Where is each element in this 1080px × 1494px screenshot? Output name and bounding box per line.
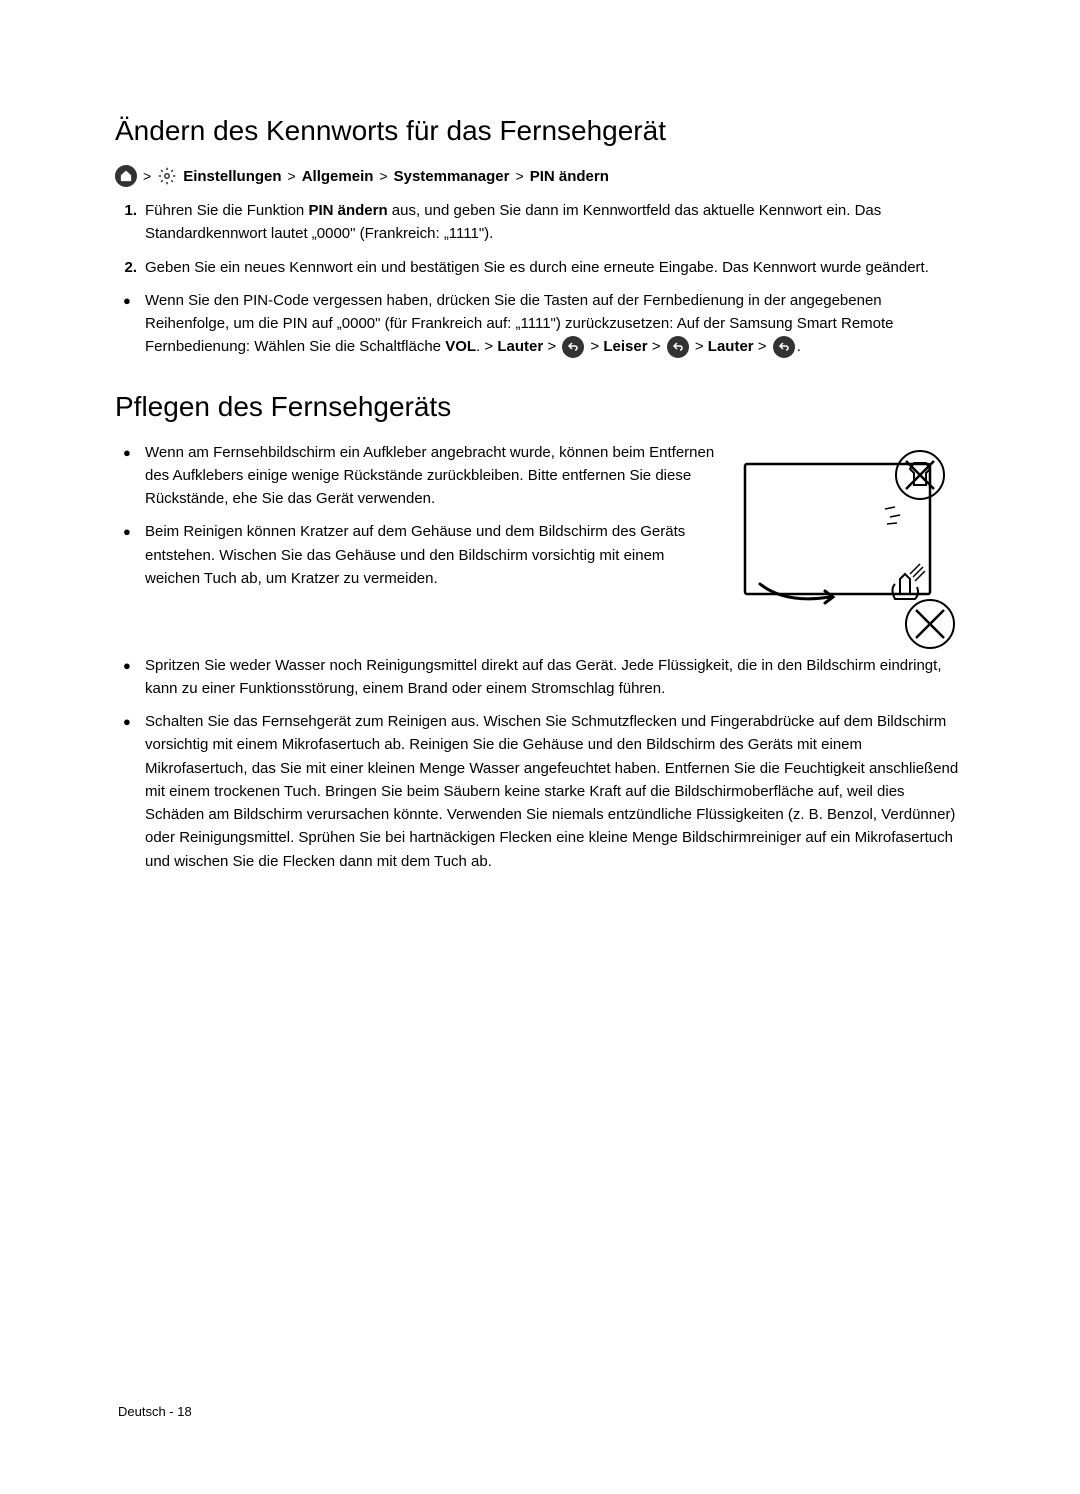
- bullet-icon: ●: [123, 520, 133, 590]
- bullet-list-care-wide: ● Spritzen Sie weder Wasser noch Reinigu…: [115, 654, 965, 873]
- page-footer: Deutsch - 18: [118, 1404, 192, 1419]
- breadcrumb-separator: >: [288, 168, 296, 184]
- bullet-list-care-narrow: ● Wenn am Fernsehbildschirm ein Aufklebe…: [115, 441, 715, 591]
- bullet-icon: ●: [123, 710, 133, 873]
- step-item: 2. Geben Sie ein neues Kennwort ein und …: [115, 256, 965, 279]
- back-icon: [562, 336, 584, 358]
- breadcrumb-separator: >: [379, 168, 387, 184]
- numbered-steps: 1. Führen Sie die Funktion PIN ändern au…: [115, 199, 965, 279]
- gear-icon: [157, 166, 177, 186]
- breadcrumb-item-sysmgr: Systemmanager: [394, 168, 510, 185]
- step-text: Geben Sie ein neues Kennwort ein und bes…: [145, 256, 965, 279]
- bullet-text: Wenn am Fernsehbildschirm ein Aufkleber …: [145, 441, 715, 511]
- back-icon: [667, 336, 689, 358]
- bullet-text: Beim Reinigen können Kratzer auf dem Geh…: [145, 520, 715, 590]
- list-item: ● Spritzen Sie weder Wasser noch Reinigu…: [123, 654, 965, 701]
- step-text: Führen Sie die Funktion PIN ändern aus, …: [145, 199, 965, 246]
- bullet-icon: ●: [123, 441, 133, 511]
- breadcrumb: > Einstellungen > Allgemein > Systemmana…: [115, 165, 965, 187]
- back-icon: [773, 336, 795, 358]
- bullet-text: Wenn Sie den PIN-Code vergessen haben, d…: [145, 289, 965, 359]
- bullet-list-pin: ● Wenn Sie den PIN-Code vergessen haben,…: [115, 289, 965, 359]
- breadcrumb-item-general: Allgemein: [302, 168, 374, 185]
- breadcrumb-separator: >: [516, 168, 524, 184]
- breadcrumb-item-pin: PIN ändern: [530, 168, 609, 185]
- bullet-text: Schalten Sie das Fernsehgerät zum Reinig…: [145, 710, 965, 873]
- list-item: ● Wenn Sie den PIN-Code vergessen haben,…: [123, 289, 965, 359]
- step-item: 1. Führen Sie die Funktion PIN ändern au…: [115, 199, 965, 246]
- bullet-icon: ●: [123, 654, 133, 701]
- list-item: ● Beim Reinigen können Kratzer auf dem G…: [123, 520, 715, 590]
- step-number: 1.: [115, 199, 137, 246]
- list-item: ● Wenn am Fernsehbildschirm ein Aufklebe…: [123, 441, 715, 511]
- section-title-care: Pflegen des Fernsehgeräts: [115, 391, 965, 423]
- bullet-icon: ●: [123, 289, 133, 359]
- section-title-password: Ändern des Kennworts für das Fernsehgerä…: [115, 115, 965, 147]
- step-number: 2.: [115, 256, 137, 279]
- breadcrumb-item-settings: Einstellungen: [183, 168, 281, 185]
- home-icon: [115, 165, 137, 187]
- breadcrumb-separator: >: [143, 168, 151, 184]
- list-item: ● Schalten Sie das Fernsehgerät zum Rein…: [123, 710, 965, 873]
- spray-illustration: [735, 441, 965, 654]
- care-section: ● Wenn am Fernsehbildschirm ein Aufklebe…: [115, 441, 965, 654]
- bullet-text: Spritzen Sie weder Wasser noch Reinigung…: [145, 654, 965, 701]
